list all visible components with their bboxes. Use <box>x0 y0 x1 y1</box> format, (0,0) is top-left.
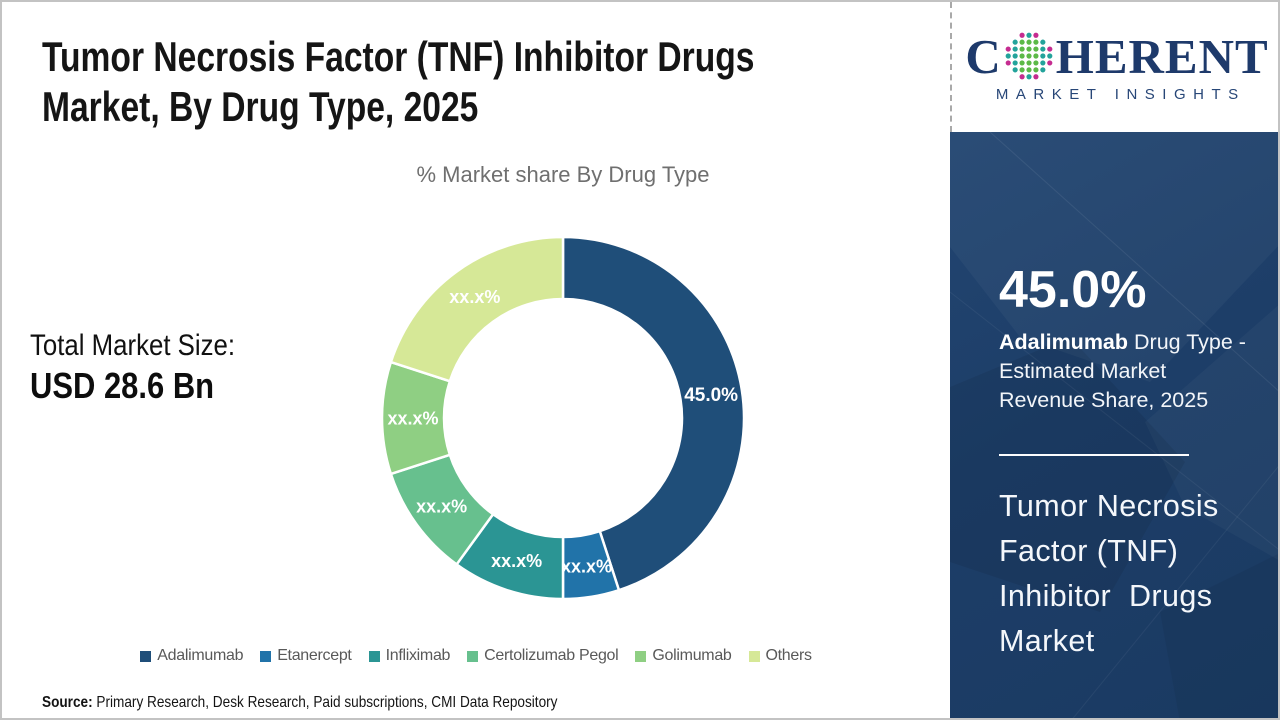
donut-segment-label: xx.x% <box>416 496 467 516</box>
chart-legend: Adalimumab Etanercept Infliximab Certolizum… <box>2 647 950 665</box>
donut-segment-label: xx.x% <box>387 408 438 428</box>
coherent-globe-icon <box>1005 32 1053 80</box>
globe-dot <box>1046 60 1053 66</box>
legend-label: Golimumab <box>652 647 732 664</box>
globe-dot <box>1026 39 1032 45</box>
globe-dot <box>1026 53 1032 59</box>
globe-dot <box>1046 46 1053 52</box>
legend-label: Certolizumab Pegol <box>484 647 619 664</box>
globe-dot <box>1005 53 1011 59</box>
legend-label: Etanercept <box>277 647 352 664</box>
globe-dot <box>1026 67 1032 73</box>
globe-dot <box>1019 53 1025 59</box>
legend-swatch <box>368 650 380 662</box>
globe-dot <box>1005 46 1011 52</box>
legend-swatch <box>140 650 152 662</box>
globe-dot <box>1012 46 1018 52</box>
globe-dot <box>1033 67 1039 73</box>
globe-dot <box>1019 46 1025 52</box>
globe-dot <box>1012 39 1018 45</box>
legend-item-adalimumab: Adalimumab <box>140 647 243 665</box>
sidebar-market-title-line4: Market <box>999 624 1095 658</box>
legend-item-others: Others <box>748 647 813 665</box>
total-market-label: Total Market Size: <box>30 329 236 362</box>
legend-swatch <box>748 650 760 662</box>
globe-dot <box>1039 60 1046 66</box>
donut-segment-label: xx.x% <box>449 287 500 307</box>
sidebar-market-title-line3: Inhibitor Drugs <box>999 579 1213 613</box>
page-title: Tumor Necrosis Factor (TNF) Inhibitor Dr… <box>42 32 826 132</box>
source-label: Source: <box>42 694 93 711</box>
globe-dot <box>1033 39 1039 45</box>
globe-dot <box>1019 67 1025 73</box>
brand-logo-c: C <box>965 28 1002 84</box>
globe-dot <box>1019 32 1025 38</box>
stat-desc-line1-rest: Drug Type - <box>1128 330 1246 354</box>
globe-dot <box>1019 60 1025 66</box>
stat-desc-line3: Revenue Share, 2025 <box>999 388 1209 412</box>
globe-dot <box>1039 53 1046 59</box>
globe-dot <box>1039 46 1046 52</box>
globe-dot <box>1033 60 1039 66</box>
legend-label: Infliximab <box>385 647 451 664</box>
globe-dot <box>1039 39 1046 45</box>
total-market-value: USD 28.6 Bn <box>30 365 215 406</box>
globe-dot <box>1026 74 1032 80</box>
donut-segment-adalimumab <box>561 235 746 592</box>
total-market-size: Total Market Size: USD 28.6 Bn <box>30 328 235 408</box>
sidebar-market-title: Tumor Necrosis Factor (TNF) Inhibitor Dr… <box>999 484 1259 664</box>
donut-segment-others <box>389 235 565 383</box>
sidebar-market-title-line1: Tumor Necrosis <box>999 489 1219 523</box>
globe-dot <box>1012 53 1018 59</box>
legend-swatch <box>635 650 647 662</box>
donut-segment-label: 45.0% <box>684 385 738 406</box>
source-text: Primary Research, Desk Research, Paid su… <box>92 694 558 711</box>
highlight-stat-value: 45.0% <box>999 261 1147 319</box>
globe-dot <box>1012 60 1018 66</box>
source-line: Source: Primary Research, Desk Research,… <box>42 694 557 712</box>
page-title-line2: Market, By Drug Type, 2025 <box>42 83 479 130</box>
brand-logo: C HERENT MARKET INSIGHTS <box>950 2 1278 132</box>
donut-chart: 45.0% xx.x% xx.x% xx.x% xx.x% xx.x% <box>343 198 783 638</box>
legend-swatch <box>260 650 272 662</box>
sidebar-panel: 45.0% Adalimumab Drug Type - Estimated M… <box>950 132 1278 718</box>
globe-dot <box>1005 60 1011 66</box>
globe-dot <box>1033 32 1039 38</box>
page-title-line1: Tumor Necrosis Factor (TNF) Inhibitor Dr… <box>42 33 755 80</box>
globe-dot <box>1019 39 1025 45</box>
globe-dot <box>1012 67 1018 73</box>
donut-segment-label: xx.x% <box>491 551 542 571</box>
globe-dot <box>1019 74 1025 80</box>
highlight-stat-description: Adalimumab Drug Type - Estimated Market … <box>999 328 1249 415</box>
legend-item-etanercept: Etanercept <box>260 647 352 665</box>
chart-subtitle: % Market share By Drug Type <box>416 162 710 187</box>
legend-item-golimumab: Golimumab <box>635 647 732 665</box>
globe-dot <box>1033 53 1039 59</box>
donut-chart-svg: 45.0% xx.x% xx.x% xx.x% xx.x% xx.x% <box>380 235 746 601</box>
sidebar: C HERENT MARKET INSIGHTS 45.0% Adalimuma… <box>950 2 1278 718</box>
brand-tagline: MARKET INSIGHTS <box>995 86 1246 103</box>
brand-logo-rest: HERENT <box>1055 28 1269 84</box>
stat-desc-bold: Adalimumab <box>999 330 1129 354</box>
sidebar-divider <box>999 454 1189 456</box>
legend-item-infliximab: Infliximab <box>368 647 451 665</box>
globe-dot <box>1033 46 1039 52</box>
globe-dot <box>1026 46 1032 52</box>
legend-swatch <box>467 650 479 662</box>
legend-item-certolizumab-pegol: Certolizumab Pegol <box>467 647 619 665</box>
globe-dot <box>1026 60 1032 66</box>
brand-logo-word: C HERENT <box>965 31 1268 81</box>
stat-desc-line2: Estimated Market <box>999 359 1167 383</box>
main-content: Tumor Necrosis Factor (TNF) Inhibitor Dr… <box>2 2 950 718</box>
globe-dot <box>1026 32 1032 38</box>
donut-segment-label: xx.x% <box>561 556 612 576</box>
globe-dot <box>1033 74 1039 80</box>
legend-label: Others <box>765 647 813 664</box>
globe-dot <box>1046 53 1053 59</box>
legend-label: Adalimumab <box>157 647 244 664</box>
sidebar-market-title-line2: Factor (TNF) <box>999 534 1179 568</box>
globe-dot <box>1039 67 1046 73</box>
world-map-decoration <box>950 132 1278 718</box>
